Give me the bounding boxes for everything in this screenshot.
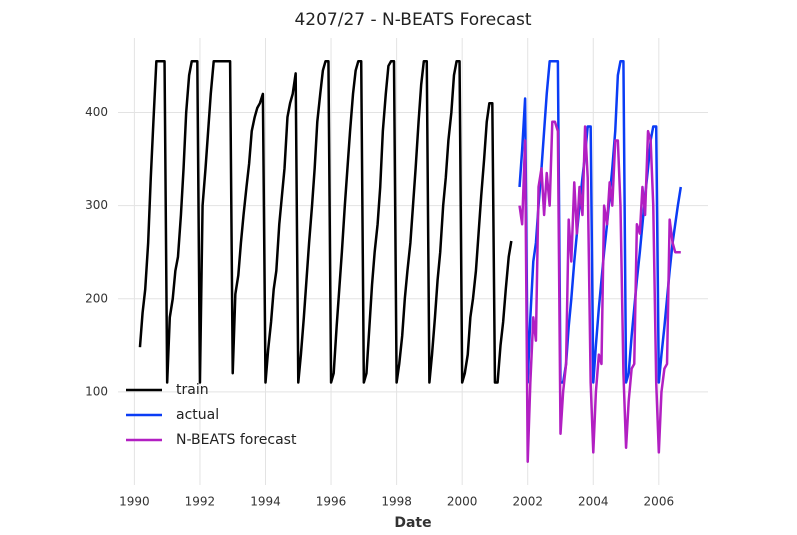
legend-label: N-BEATS forecast: [176, 432, 297, 448]
chart-title: 4207/27 - N-BEATS Forecast: [294, 10, 531, 30]
x-tick-label: 1998: [381, 495, 412, 509]
x-tick-label: 1994: [250, 495, 281, 509]
x-tick-label: 2000: [447, 495, 478, 509]
x-tick-label: 2004: [578, 495, 609, 509]
x-tick-label: 2002: [512, 495, 543, 509]
series-line: [138, 60, 513, 384]
y-tick-label: 200: [85, 291, 108, 305]
x-tick-label: 1996: [316, 495, 347, 509]
x-tick-label: 1990: [119, 495, 150, 509]
x-tick-label: 2006: [644, 495, 675, 509]
y-tick-label: 300: [85, 198, 108, 212]
legend-label: actual: [176, 407, 219, 423]
y-tick-label: 100: [85, 384, 108, 398]
legend-label: train: [176, 382, 209, 398]
series-line: [518, 60, 683, 384]
x-tick-label: 1992: [185, 495, 216, 509]
series-line: [518, 120, 681, 463]
y-tick-label: 400: [85, 105, 108, 119]
x-axis-label: Date: [394, 515, 431, 531]
